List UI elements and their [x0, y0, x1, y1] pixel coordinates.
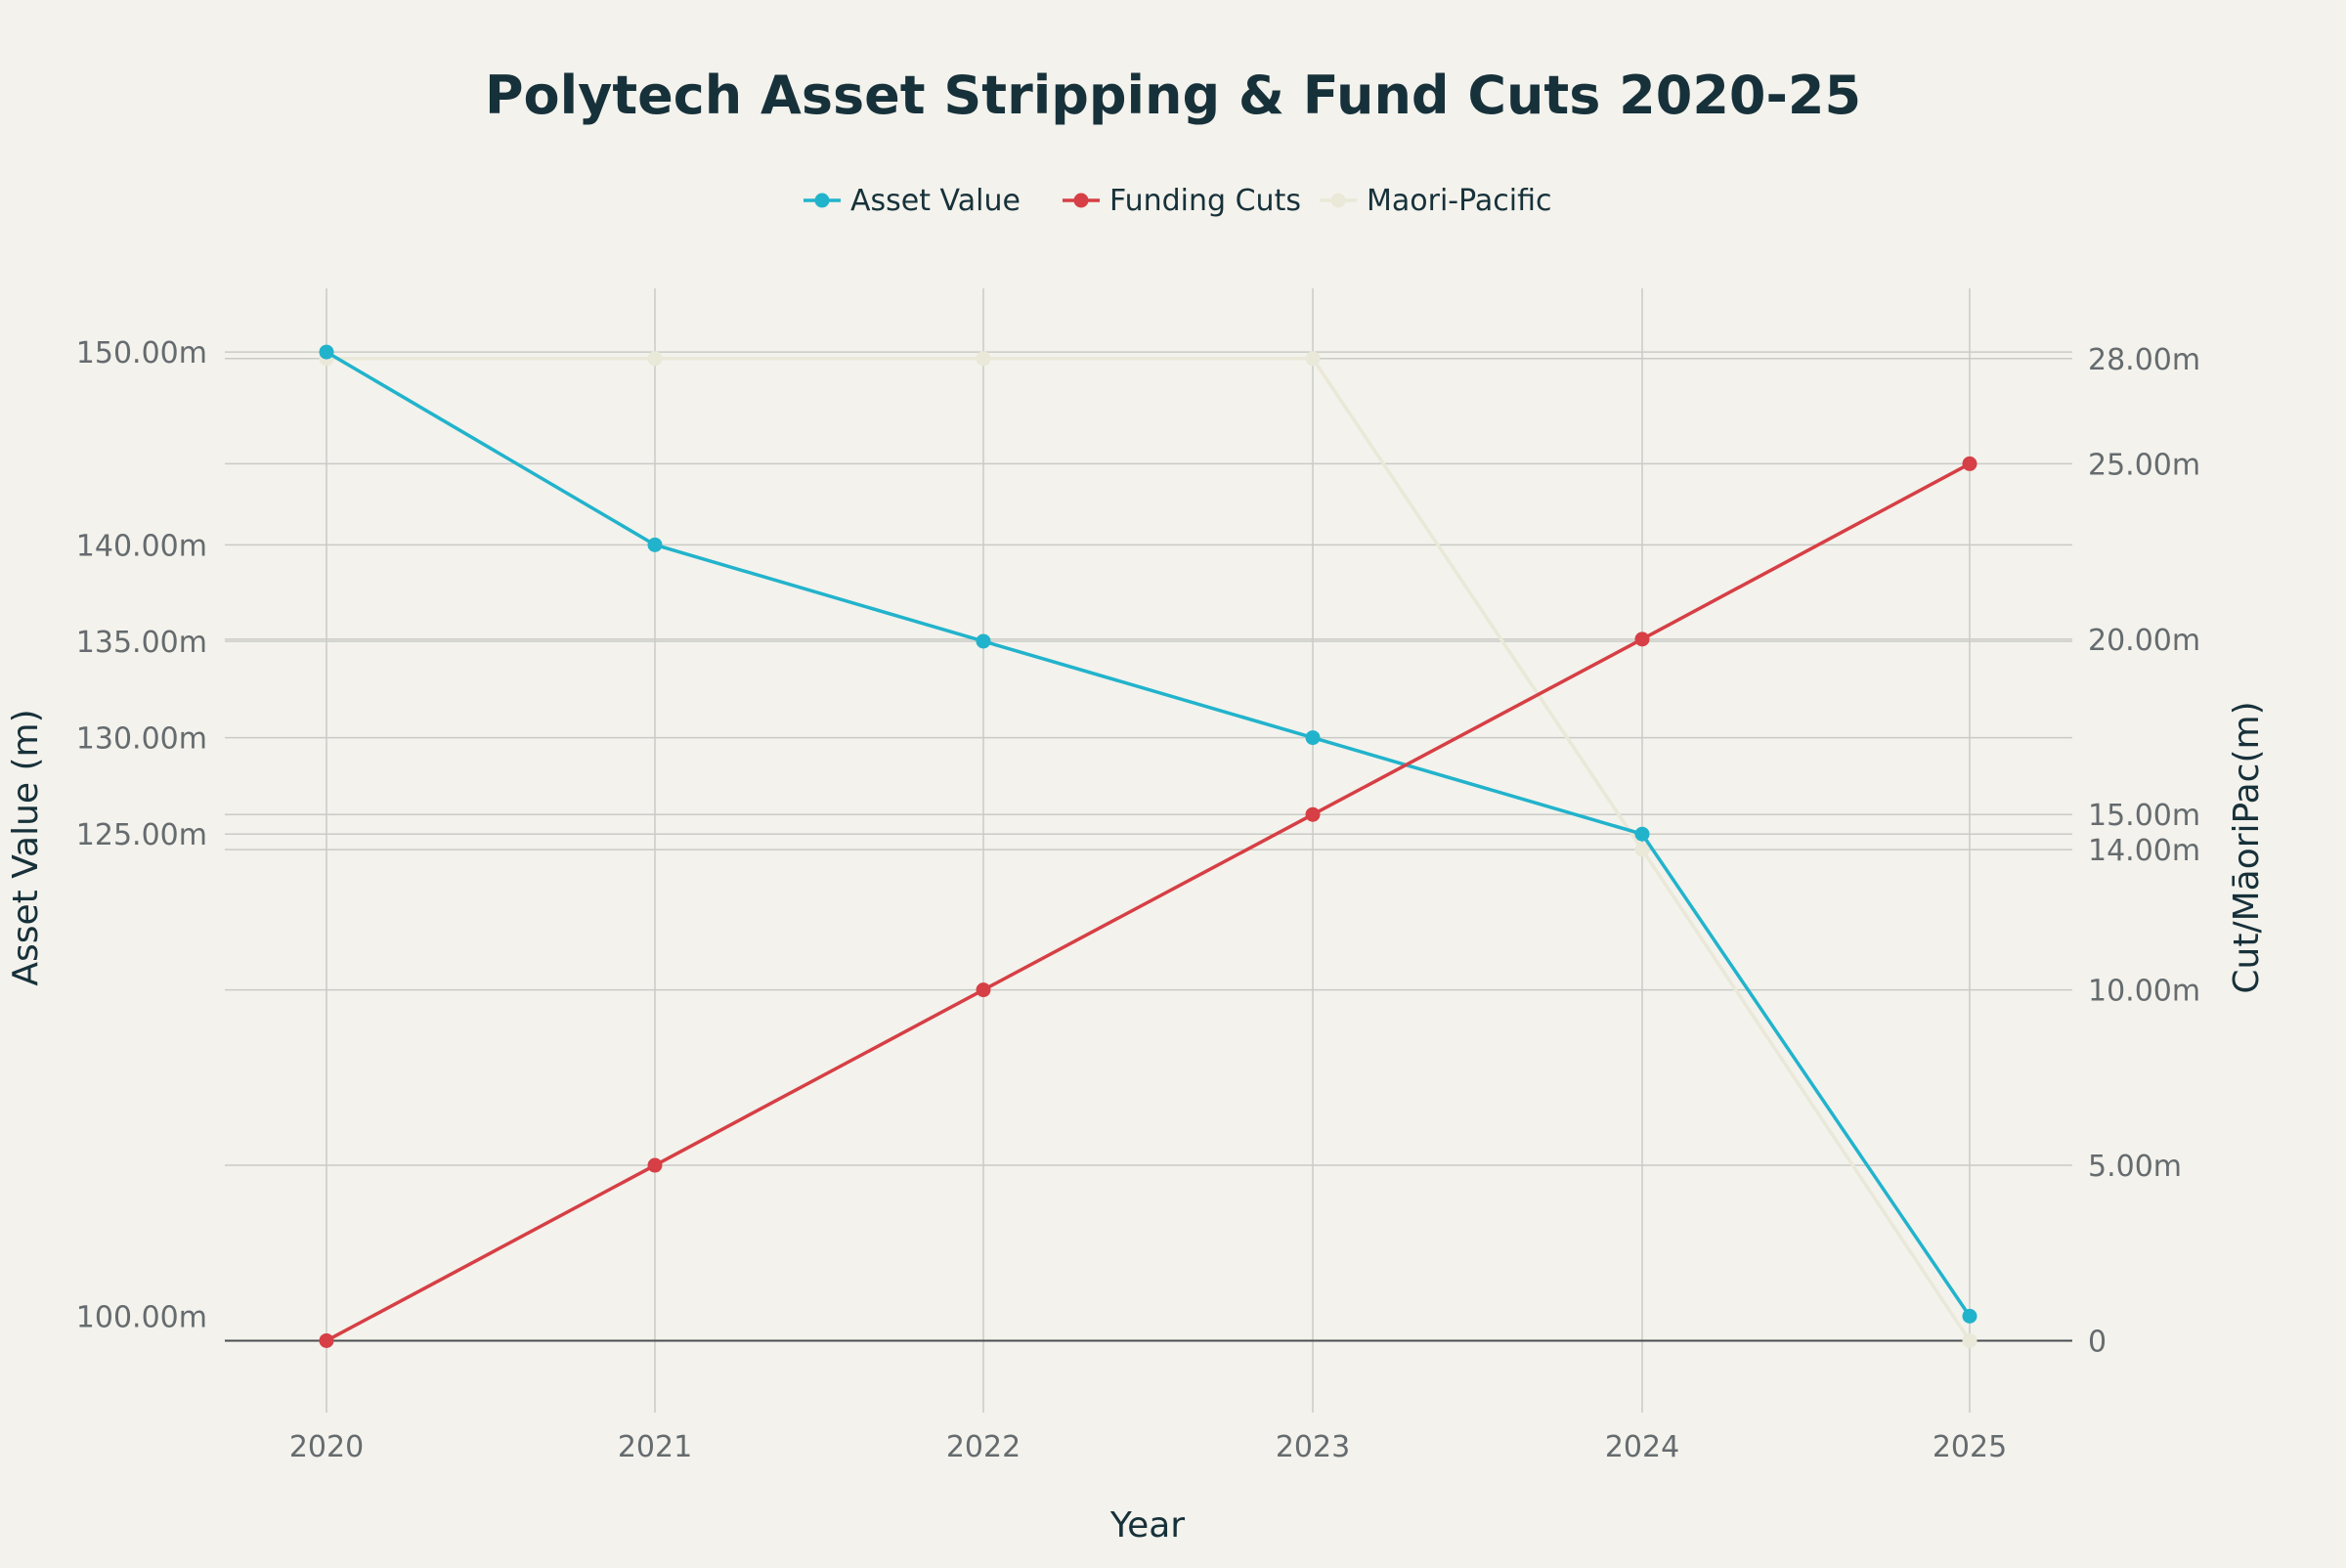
legend-label: Asset Value: [850, 184, 1021, 218]
x-tick-label: 2024: [1605, 1430, 1679, 1464]
axes-layer: 2020 2021 2022 2023 2024 2025 100.00m 125.00m 13…: [76, 336, 2200, 1464]
asset-value-point: [1305, 730, 1321, 746]
maori-pacific-line: [326, 357, 1972, 1342]
asset-value-line: [326, 350, 1972, 1318]
left-y-axis-title: Asset Value (m): [6, 709, 46, 985]
funding-cuts-line: [326, 461, 1971, 1342]
maori-pacific-point: [976, 351, 991, 367]
legend-swatch-marker: [1073, 193, 1089, 208]
maori-pacific-point: [1305, 351, 1321, 367]
asset-value-point: [647, 537, 663, 552]
asset-value-point: [976, 633, 991, 649]
x-tick-label: 2023: [1276, 1430, 1350, 1464]
legend-item-maori-pacific[interactable]: Maori-Pacific: [1320, 184, 1551, 218]
series-layer: [319, 344, 1977, 1348]
maori-pacific-point: [1962, 1332, 1977, 1348]
x-tick-label: 2022: [946, 1430, 1021, 1464]
right-y-tick-label: 25.00m: [2088, 448, 2200, 482]
left-y-tick-label: 135.00m: [76, 626, 207, 660]
right-y-tick-label: 20.00m: [2088, 624, 2200, 658]
x-tick-label: 2025: [1933, 1430, 2007, 1464]
asset-value-point: [319, 344, 334, 360]
asset-value-point: [1634, 826, 1650, 842]
x-tick-label: 2020: [289, 1430, 364, 1464]
legend-swatch-marker: [814, 193, 830, 208]
chart-title: Polytech Asset Stripping & Fund Cuts 202…: [485, 65, 1861, 126]
legend-item-asset-value[interactable]: Asset Value: [804, 184, 1021, 218]
x-tick-label: 2021: [618, 1430, 692, 1464]
asset-value-point: [1962, 1308, 1977, 1324]
legend-label: Maori-Pacific: [1367, 184, 1551, 218]
right-y-tick-label: 10.00m: [2088, 975, 2200, 1009]
right-y-tick-label: 5.00m: [2088, 1150, 2182, 1184]
maori-pacific-point: [647, 351, 663, 367]
funding-cuts-point: [1305, 806, 1321, 822]
right-y-axis-title: Cut/MāoriPac(m): [2227, 701, 2267, 993]
funding-cuts-point: [319, 1332, 334, 1348]
funding-cuts-point: [976, 982, 991, 998]
left-y-tick-label: 100.00m: [76, 1300, 207, 1334]
left-y-tick-label: 130.00m: [76, 722, 207, 757]
legend[interactable]: Asset Value Funding Cuts Maori-Pacific: [804, 184, 1551, 218]
legend-label: Funding Cuts: [1109, 184, 1301, 218]
legend-item-funding-cuts[interactable]: Funding Cuts: [1063, 184, 1301, 218]
funding-cuts-point: [1962, 456, 1977, 471]
maori-pacific-point: [1634, 842, 1650, 857]
x-axis-title: Year: [1109, 1505, 1185, 1546]
funding-cuts-point: [647, 1157, 663, 1173]
right-y-tick-label: 0: [2088, 1325, 2107, 1359]
legend-swatch-marker: [1330, 193, 1346, 208]
left-y-tick-label: 150.00m: [76, 336, 207, 370]
funding-cuts-point: [1634, 632, 1650, 647]
right-y-tick-label: 28.00m: [2088, 343, 2200, 377]
left-y-tick-label: 125.00m: [76, 818, 207, 852]
right-y-tick-label: 15.00m: [2088, 799, 2200, 833]
left-y-tick-label: 140.00m: [76, 529, 207, 563]
right-y-tick-label: 14.00m: [2088, 834, 2200, 868]
